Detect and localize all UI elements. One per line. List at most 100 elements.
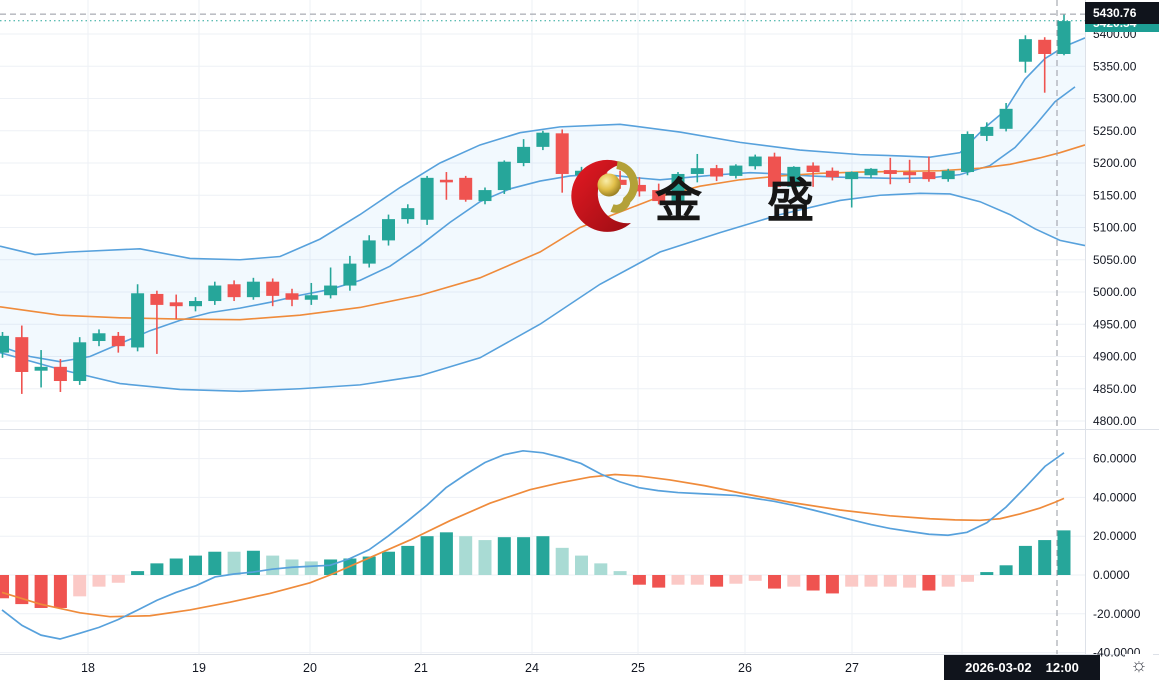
macd-bar	[632, 575, 646, 585]
time-tick-label: 24	[525, 661, 539, 675]
bollinger-upper-line	[0, 37, 1086, 261]
time-axis-ticks: 18 19 20 21 24 25 26 27	[81, 661, 859, 675]
macd-axis-ticks: 60.000040.000020.00000.0000-20.0000-40.0…	[1093, 452, 1141, 660]
macd-bar	[883, 575, 897, 587]
axis-tick-label: 4900.00	[1093, 350, 1137, 364]
macd-bar	[227, 551, 241, 575]
macd-bar	[536, 536, 550, 575]
axis-tick-label: 20.0000	[1093, 529, 1137, 543]
macd-bar	[131, 571, 145, 575]
macd-dea-line	[1, 473, 1065, 618]
pane-dividers	[0, 0, 1159, 655]
macd-bar	[922, 575, 936, 591]
macd-bar	[459, 536, 473, 575]
candle-body	[1057, 21, 1071, 54]
candle-body	[941, 170, 955, 180]
macd-bar	[1057, 530, 1071, 575]
macd-bar	[768, 575, 781, 589]
macd-bar	[613, 571, 627, 575]
candle-body	[401, 208, 415, 220]
candle-body	[439, 179, 453, 183]
axis-tick-label: 5150.00	[1093, 188, 1137, 202]
candle-body	[690, 168, 704, 174]
candle-body	[208, 285, 222, 302]
macd-bar	[845, 575, 859, 587]
macd-bar	[671, 575, 685, 585]
candle-body	[883, 170, 897, 174]
candle-body	[845, 172, 859, 180]
price-axis-ticks: 5400.005350.005300.005250.005200.005150.…	[1093, 27, 1137, 428]
axis-tick-label: 60.0000	[1093, 452, 1137, 466]
axis-tick-label: 4950.00	[1093, 317, 1137, 331]
macd-bar	[478, 540, 492, 575]
candle-body	[15, 337, 29, 372]
bollinger-lower-line	[0, 192, 1086, 393]
macd-bar	[169, 558, 183, 575]
candle-body	[710, 168, 724, 177]
candle-body	[324, 285, 338, 296]
macd-bar	[941, 575, 955, 587]
axis-tick-label: 0.0000	[1093, 568, 1130, 582]
macd-bar	[1018, 545, 1032, 575]
macd-bar	[150, 563, 164, 575]
price-axis[interactable]	[1085, 0, 1159, 655]
macd-bar	[555, 547, 569, 575]
candle-body	[459, 177, 473, 200]
axis-tick-label: 4800.00	[1093, 414, 1137, 428]
macd-bar	[864, 575, 878, 587]
time-tick-label: 25	[631, 661, 645, 675]
candle-body	[613, 179, 627, 185]
bollinger-fill	[0, 37, 1085, 392]
gear-icon: ☼	[1130, 655, 1148, 676]
candle-body	[536, 132, 550, 147]
axis-tick-label: 5050.00	[1093, 253, 1137, 267]
macd-bar	[362, 556, 376, 575]
candle-body	[999, 108, 1013, 129]
macd-bar	[690, 575, 704, 585]
macd-bar	[0, 575, 9, 599]
candle-body	[903, 172, 917, 176]
candle-body	[382, 219, 395, 241]
candle-body	[92, 333, 106, 342]
candle-body	[362, 240, 376, 264]
macd-bar	[961, 575, 974, 582]
macd-bar	[787, 575, 801, 587]
macd-bar	[208, 551, 222, 575]
candle-body	[825, 170, 839, 178]
candle-body	[304, 295, 318, 300]
crosshair-time: 12:00	[1045, 660, 1079, 675]
macd-bar	[575, 555, 588, 575]
axis-tick-label: -20.0000	[1093, 607, 1141, 621]
candle-body	[787, 166, 801, 187]
candle-body	[478, 190, 492, 202]
macd-bar	[980, 572, 994, 575]
time-tick-label: 26	[738, 661, 752, 675]
macd-histogram	[0, 530, 1071, 608]
candle-body	[285, 293, 299, 300]
crosshair-date: 2026-03-02	[965, 660, 1032, 675]
macd-bar	[903, 575, 917, 588]
candle-body	[575, 170, 588, 176]
candle-body	[980, 126, 994, 136]
candle-body	[806, 165, 820, 173]
macd-bar	[999, 565, 1013, 575]
axis-tick-label: 5300.00	[1093, 92, 1137, 106]
time-axis[interactable]	[0, 655, 1085, 680]
time-tick-label: 20	[303, 661, 317, 675]
axis-tick-label: 5350.00	[1093, 59, 1137, 73]
candle-body	[266, 281, 280, 296]
macd-bar	[53, 575, 67, 608]
candle-body	[864, 168, 878, 176]
candle-body	[0, 335, 9, 353]
macd-bar	[420, 536, 434, 575]
candle-body	[73, 342, 87, 382]
settings-button[interactable]: ☼	[1125, 654, 1153, 678]
macd-bar	[189, 555, 202, 575]
macd-bar	[34, 575, 48, 608]
candle-body	[53, 366, 67, 382]
candle-body	[343, 263, 357, 286]
macd-lines	[1, 449, 1065, 640]
candle-body	[729, 165, 743, 176]
